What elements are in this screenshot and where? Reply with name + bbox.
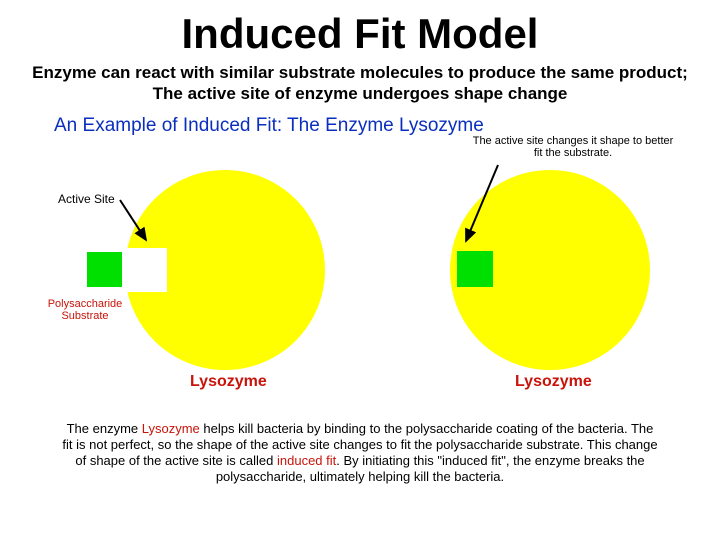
substrate-left bbox=[87, 252, 122, 287]
enzyme-left-label: Lysozyme bbox=[190, 373, 267, 391]
diagram-area: An Example of Induced Fit: The Enzyme Ly… bbox=[0, 115, 720, 415]
shape-change-note: The active site changes it shape to bett… bbox=[468, 135, 678, 159]
substrate-right bbox=[457, 251, 493, 287]
figure-heading: An Example of Induced Fit: The Enzyme Ly… bbox=[54, 115, 484, 137]
caption-pre: The enzyme bbox=[67, 421, 142, 436]
caption-keyword-induced-fit: induced fit bbox=[277, 453, 336, 468]
page-subtitle: Enzyme can react with similar substrate … bbox=[0, 58, 720, 111]
caption: The enzyme Lysozyme helps kill bacteria … bbox=[60, 421, 660, 486]
arrow-active-site-icon bbox=[118, 197, 158, 247]
page-title: Induced Fit Model bbox=[0, 0, 720, 58]
arrow-shape-change-icon bbox=[438, 161, 508, 251]
caption-keyword-lysozyme: Lysozyme bbox=[142, 421, 200, 436]
substrate-label: Polysaccharide Substrate bbox=[30, 298, 140, 322]
active-site-label: Active Site bbox=[58, 193, 115, 206]
enzyme-right-label: Lysozyme bbox=[515, 373, 592, 391]
active-site-cutout bbox=[125, 248, 167, 292]
